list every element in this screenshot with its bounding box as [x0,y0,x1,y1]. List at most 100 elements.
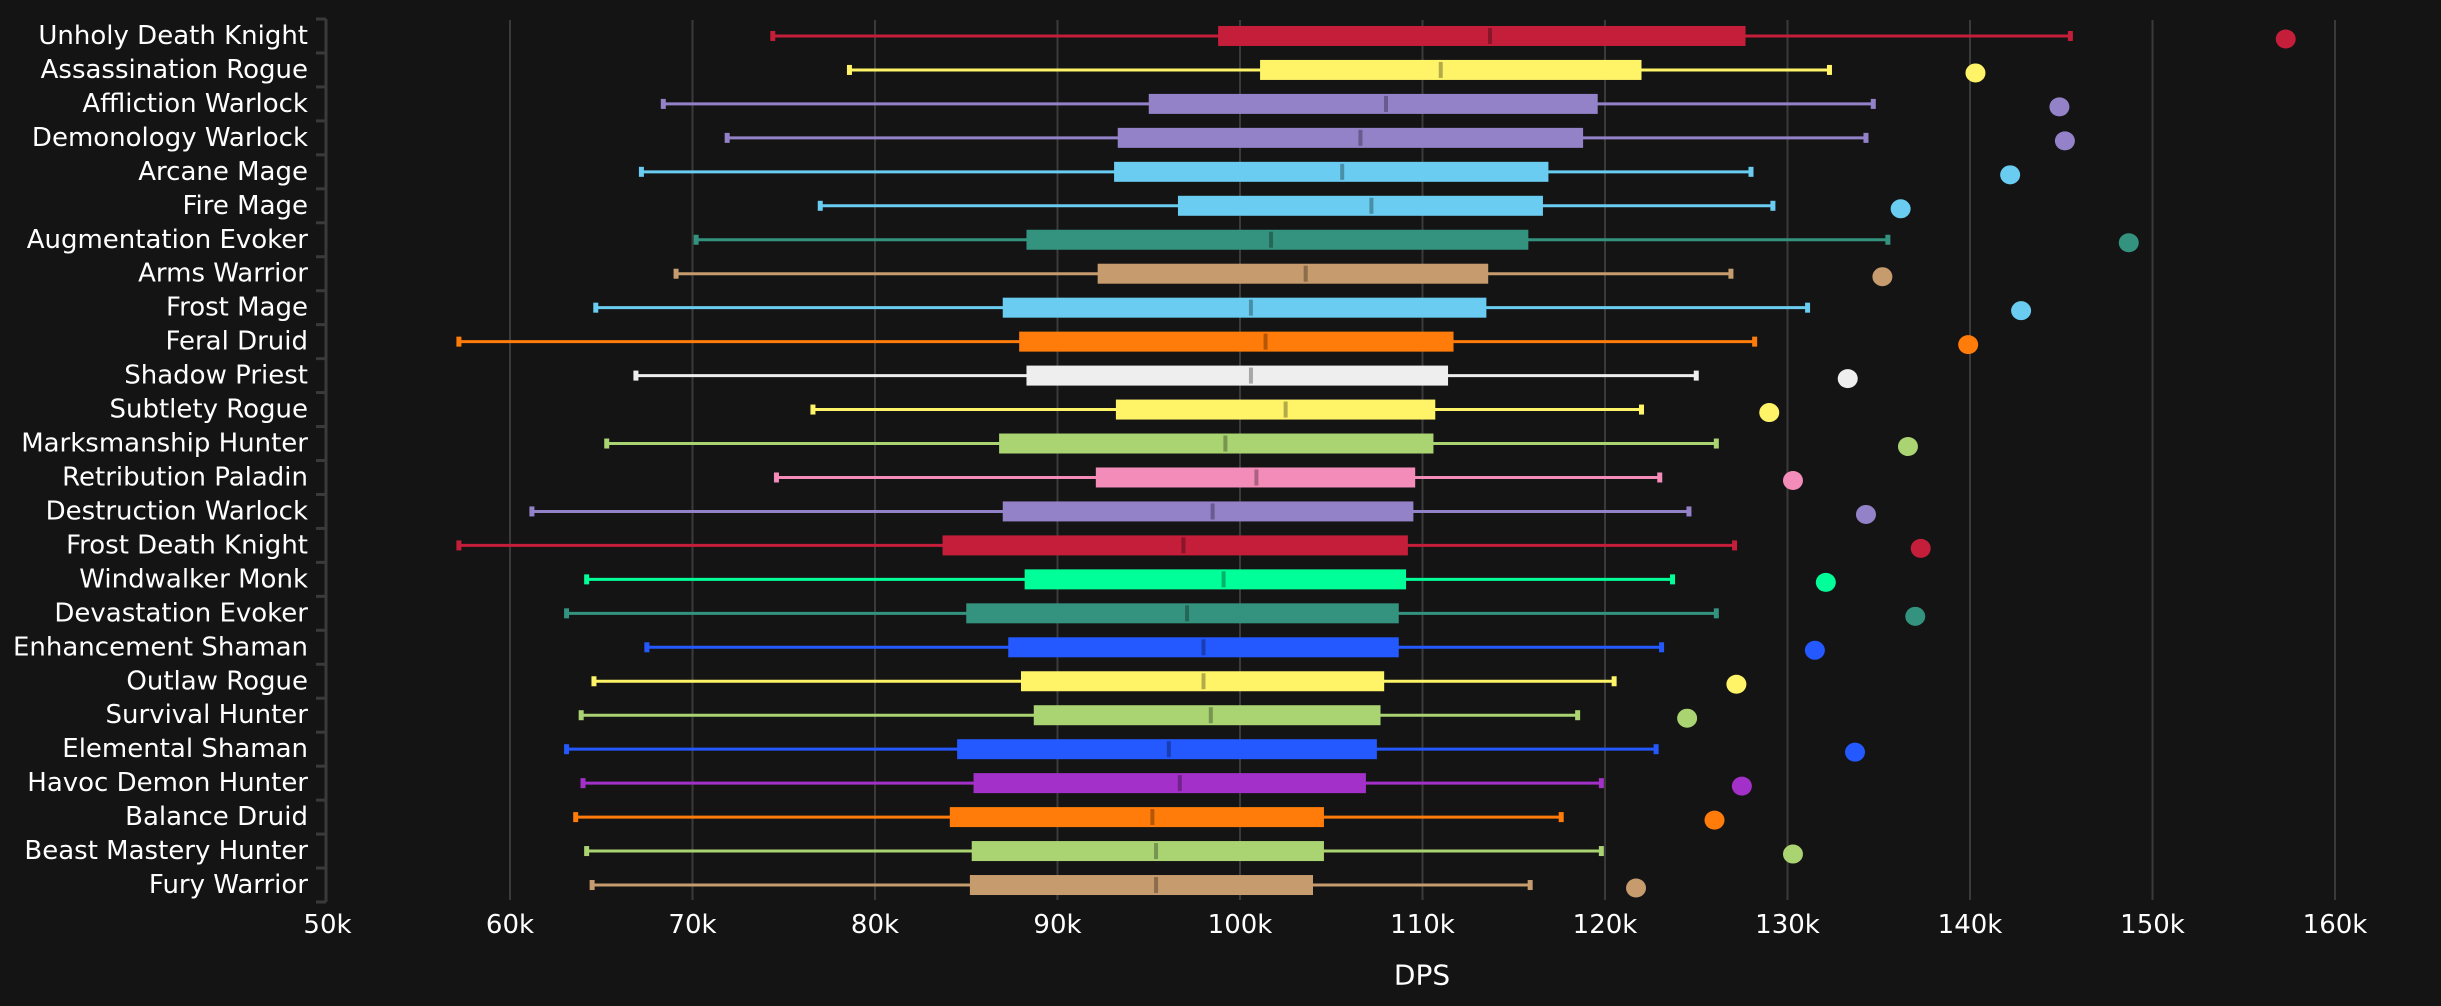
y-tick-label: Retribution Paladin [62,462,308,492]
iqr-box [969,875,1313,896]
whisker-max-cap [1885,234,1891,245]
whisker-min-cap [584,574,590,585]
max-outlier-dot [1731,776,1752,796]
max-outlier-dot [1905,606,1926,626]
iqr-box [942,535,1408,556]
median-line [1201,639,1206,656]
box-series-item [573,807,1725,830]
whisker-max-cap [1728,268,1734,279]
max-outlier-dot [1890,199,1911,219]
box-series [456,25,2296,898]
whisker-min-cap [817,200,823,211]
median-line [1223,435,1228,452]
median-line [1248,367,1253,384]
iqr-box [1097,263,1489,284]
y-tick-label: Outlaw Rogue [126,666,308,696]
median-line [1221,571,1226,588]
y-tick-label: Demonology Warlock [32,123,308,153]
whisker-max-cap [1752,336,1758,347]
max-outlier-dot [1872,267,1893,287]
max-outlier-dot [1815,572,1836,592]
box-series-item [591,671,1747,694]
whisker-max-cap [1732,540,1738,551]
box-series-item [589,875,1647,898]
median-line [1210,503,1215,520]
x-tick-label: 50k [303,910,351,940]
max-outlier-dot [2049,97,2070,117]
median-line [1369,197,1374,214]
median-line [1303,265,1308,282]
max-outlier-dot [1910,538,1931,558]
whisker-max-cap [1575,710,1581,721]
max-outlier-dot [1677,708,1698,728]
max-outlier-dot [1626,878,1647,898]
whisker-min-cap [456,336,462,347]
iqr-box [1260,59,1642,80]
median-line [1150,809,1155,826]
whisker-min-cap [604,438,610,449]
gridlines [509,20,2336,900]
median-line [1269,231,1274,248]
x-tick-label: 100k [1208,910,1273,940]
median-line [1177,775,1182,792]
whisker-min-cap [564,744,570,755]
max-outlier-dot [1782,470,1803,490]
median-line [1254,469,1259,486]
max-outlier-dot [2011,301,2032,321]
whisker-min-cap [724,132,730,143]
whisker-max-cap [1659,642,1665,653]
whisker-max-cap [1693,370,1699,381]
y-tick-label: Augmentation Evoker [27,225,309,255]
whisker-max-cap [1863,132,1869,143]
box-series-item [773,467,1803,490]
max-outlier-dot [1759,403,1780,423]
iqr-box [1026,229,1529,250]
box-series-item [604,433,1918,457]
whisker-min-cap [638,166,644,177]
x-tick-labels: 50k 60k 70k 80k 90k 100k 110k 120k 130k 140k 150k 1… [303,910,2367,940]
whisker-min-cap [673,268,679,279]
box-series-item [578,705,1698,728]
median-line [1263,333,1268,350]
whisker-max-cap [1639,404,1644,415]
median-line [1438,61,1443,78]
x-tick-label: 110k [1390,910,1455,940]
whisker-max-cap [1558,812,1564,823]
y-tick-label: Arms Warrior [138,259,308,289]
y-tick-label: Marksmanship Hunter [21,429,308,459]
iqr-box [1033,705,1381,726]
box-series-item [846,59,1986,83]
whisker-max-cap [1598,778,1604,789]
y-tick-label: Havoc Demon Hunter [27,768,308,798]
box-series-item [456,535,1931,558]
median-line [1340,163,1345,180]
median-line [1208,707,1213,724]
x-tick-label: 160k [2303,910,2368,940]
box-series-item [584,569,1836,592]
box-series-item [584,841,1803,864]
whisker-max-cap [1826,64,1832,75]
whisker-min-cap [573,812,579,823]
box-series-item [724,127,2075,151]
box-series-item [456,331,1979,355]
x-axis-title: DPS [1394,959,1450,992]
whisker-min-cap [693,234,699,245]
median-line [1166,741,1171,758]
median-line [1384,95,1388,112]
y-tick-label: Arcane Mage [138,157,308,187]
y-tick-label: Windwalker Monk [79,564,308,594]
iqr-box [1002,297,1487,318]
y-tick-label: Affliction Warlock [82,89,308,119]
whisker-max-cap [1748,166,1754,177]
whisker-max-cap [1598,846,1604,857]
box-series-item [770,25,2296,49]
iqr-box [999,433,1434,454]
y-tick-label: Beast Mastery Hunter [24,836,308,866]
whisker-max-cap [1527,880,1533,891]
box-series-item [564,603,1926,626]
max-outlier-dot [1726,674,1747,694]
iqr-box [966,603,1399,624]
max-outlier-dot [1965,63,1986,83]
x-tick-label: 140k [1938,910,2003,940]
